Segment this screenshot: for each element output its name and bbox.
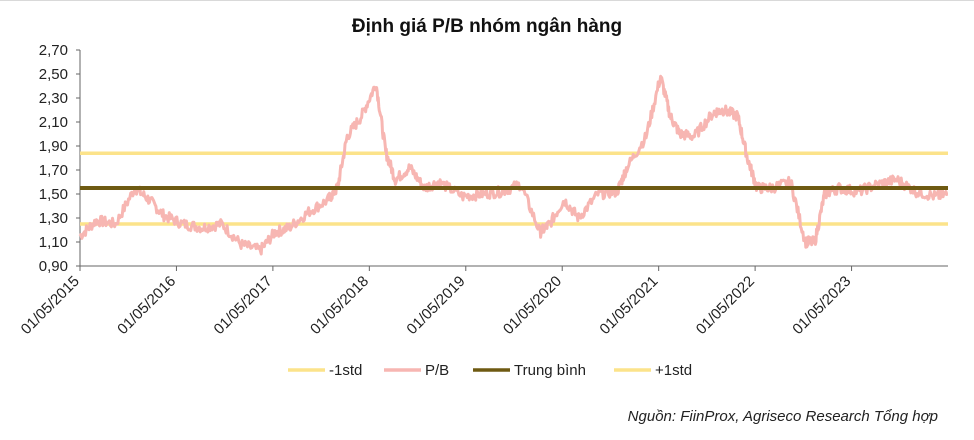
x-tick-label: 01/05/2022 — [693, 273, 758, 338]
legend-label: -1std — [329, 362, 362, 379]
y-tick-label: 2,50 — [39, 66, 68, 83]
x-tick-label: 01/05/2019 — [403, 273, 468, 338]
y-tick-label: 2,70 — [39, 42, 68, 59]
x-tick-label: 01/05/2016 — [114, 273, 179, 338]
y-tick-label: 2,10 — [39, 114, 68, 131]
top-rule — [0, 0, 974, 1]
y-tick-label: 0,90 — [39, 258, 68, 275]
y-tick-label: 1,90 — [39, 138, 68, 155]
x-tick-label: 01/05/2017 — [211, 273, 276, 338]
y-tick-label: 1,30 — [39, 210, 68, 227]
x-tick-label: 01/05/2018 — [307, 273, 372, 338]
x-tick-label: 01/05/2015 — [18, 273, 83, 338]
chart-title: Định giá P/B nhóm ngân hàng — [351, 16, 623, 37]
y-tick-label: 1,70 — [39, 162, 68, 179]
x-tick-label: 01/05/2021 — [596, 273, 661, 338]
legend-label: +1std — [655, 362, 692, 379]
legend-label: P/B — [425, 362, 449, 379]
source-note: Nguồn: FiinProx, Agriseco Research Tổng … — [627, 408, 938, 425]
x-tick-label: 01/05/2020 — [500, 273, 565, 338]
series-line-pb — [78, 74, 949, 256]
y-tick-label: 2,30 — [39, 90, 68, 107]
y-tick-label: 1,10 — [39, 234, 68, 251]
legend-label: Trung bình — [514, 362, 586, 379]
x-tick-label: 01/05/2023 — [789, 273, 854, 338]
y-tick-label: 1,50 — [39, 186, 68, 203]
